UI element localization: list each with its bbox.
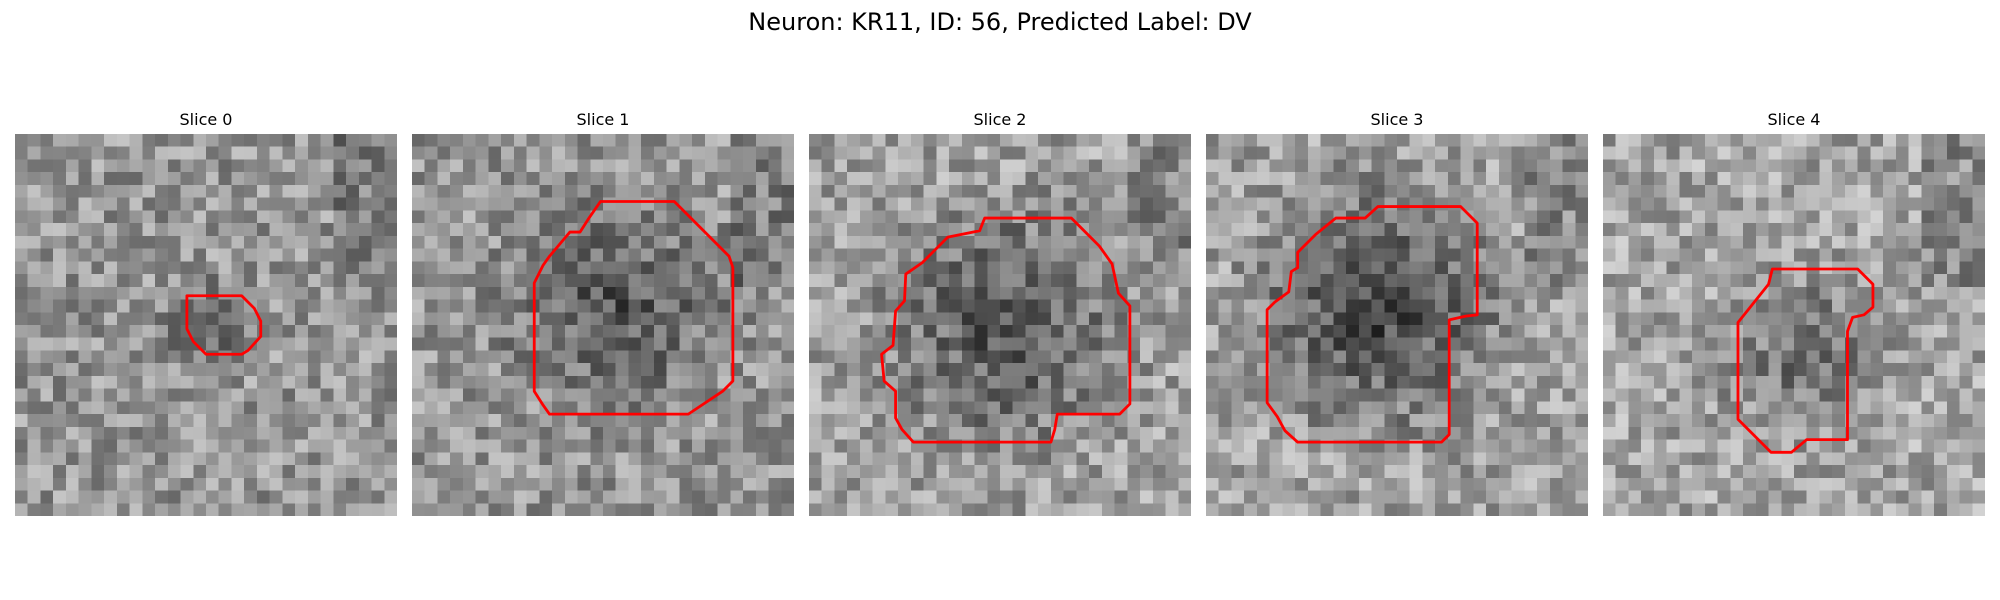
slice-panel-0: Slice 0 bbox=[15, 110, 397, 516]
grayscale-image-1 bbox=[412, 134, 794, 516]
figure-title: Neuron: KR11, ID: 56, Predicted Label: D… bbox=[748, 8, 1252, 36]
slice-title-0: Slice 0 bbox=[179, 110, 233, 129]
grayscale-image-0 bbox=[15, 134, 397, 516]
grayscale-image-4 bbox=[1603, 134, 1985, 516]
slice-title-2: Slice 2 bbox=[973, 110, 1027, 129]
slice-image-3 bbox=[1206, 134, 1588, 516]
slice-title-4: Slice 4 bbox=[1767, 110, 1821, 129]
slice-image-4 bbox=[1603, 134, 1985, 516]
slice-panel-4: Slice 4 bbox=[1603, 110, 1985, 516]
slice-title-3: Slice 3 bbox=[1370, 110, 1424, 129]
slice-panel-3: Slice 3 bbox=[1206, 110, 1588, 516]
roi-contour-2 bbox=[880, 216, 1132, 444]
grayscale-image-3 bbox=[1206, 134, 1588, 516]
roi-contour-0 bbox=[185, 294, 263, 356]
roi-contour-4 bbox=[1736, 267, 1875, 454]
slice-panel-2: Slice 2 bbox=[809, 110, 1191, 516]
slice-panel-1: Slice 1 bbox=[412, 110, 794, 516]
roi-contour-3 bbox=[1265, 205, 1479, 444]
slice-image-2 bbox=[809, 134, 1191, 516]
slice-image-1 bbox=[412, 134, 794, 516]
slice-title-1: Slice 1 bbox=[576, 110, 630, 129]
roi-contour-1 bbox=[532, 200, 735, 416]
grayscale-image-2 bbox=[809, 134, 1191, 516]
slice-image-0 bbox=[15, 134, 397, 516]
